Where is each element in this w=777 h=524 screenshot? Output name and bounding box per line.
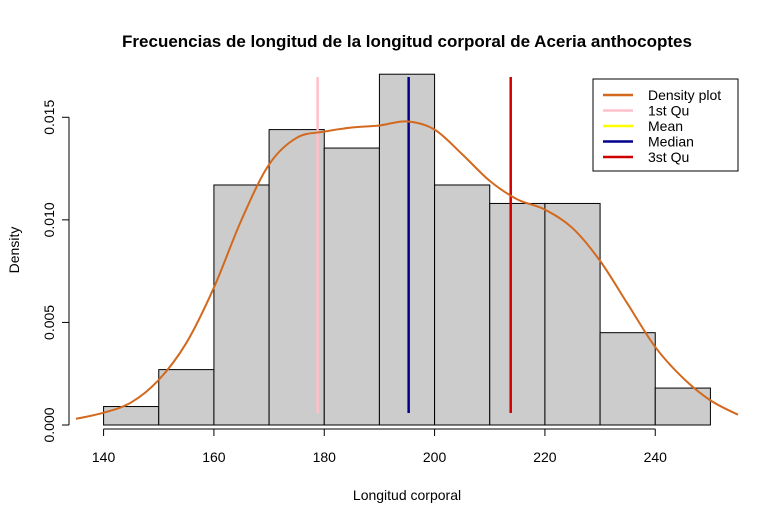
y-tick-label: 0.015 [41,100,57,135]
histogram-bar-4 [323,147,380,426]
histogram-bar-2 [213,184,270,426]
x-axis: 140 160 180 200 220 240 [92,428,668,465]
histogram-bar-1 [158,369,215,426]
legend-label: Median [648,134,694,150]
x-axis-label: Longitud corporal [353,487,461,503]
density-curve [75,120,739,420]
legend-label: Density plot [648,87,721,103]
chart-title: Frecuencias de longitud de la longitud c… [122,32,692,51]
histogram-bar-10 [654,387,711,426]
x-tick-label: 240 [644,449,668,465]
legend-label: 3st Qu [648,149,689,165]
x-tick-label: 180 [313,449,337,465]
legend-label: Mean [648,118,683,134]
histogram-bar-7 [489,202,546,426]
y-tick-label: 0.000 [41,407,57,442]
histogram-bar-9 [599,332,656,426]
x-tick-label: 160 [202,449,226,465]
y-axis: 0.000 0.005 0.010 0.015 [41,100,70,443]
histogram-bar-6 [434,184,491,426]
histogram-bar-8 [544,202,601,426]
density-curve-group [75,120,739,420]
histogram-bar-3 [268,129,325,426]
x-tick-label: 220 [533,449,557,465]
histogram-bars [103,73,711,426]
histogram-bar-5 [378,73,436,426]
y-tick-label: 0.010 [41,202,57,237]
x-tick-label: 200 [423,449,447,465]
y-tick-label: 0.005 [41,305,57,340]
legend-label: 1st Qu [648,103,689,119]
x-tick-label: 140 [92,449,116,465]
y-axis-label: Density [6,227,22,274]
